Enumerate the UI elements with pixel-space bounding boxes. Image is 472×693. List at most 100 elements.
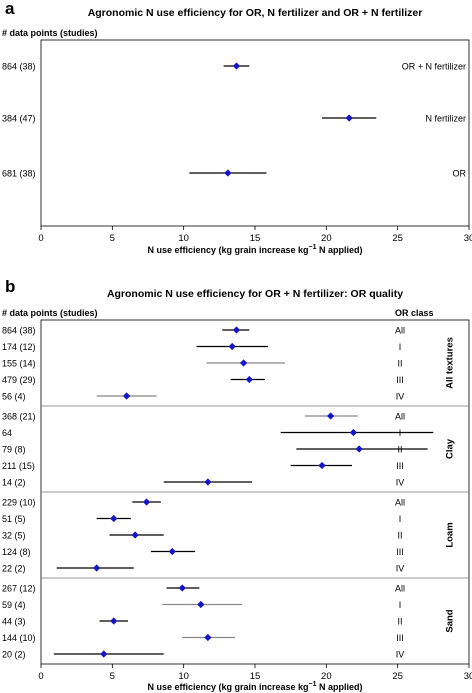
panel-b-title: Agronomic N use efficiency for OR + N fe… bbox=[107, 288, 403, 300]
panel-b-row-mean-marker bbox=[327, 412, 335, 420]
panel-b-row-mean-marker bbox=[197, 600, 205, 609]
panel-b-row-mean-marker bbox=[204, 633, 212, 642]
panel-b-row-mean-marker bbox=[100, 650, 108, 658]
panel-b-group: 229 (10) All 51 (5) I 32 (5) II 124 (8) III 22 (… bbox=[2, 491, 469, 574]
panel-b-group-label: Sand bbox=[445, 609, 456, 632]
panel-b-row-label: III bbox=[396, 375, 404, 385]
panel-b-group: 864 (38) All 174 (12) I 155 (14) II 479 (29) II… bbox=[2, 326, 456, 402]
panel-b-x-tick-label: 10 bbox=[178, 671, 189, 682]
panel-b-x-axis: 0 5 10 15 20 25 30 bbox=[38, 664, 472, 682]
panel-b-row-points-label: 211 (15) bbox=[2, 461, 35, 471]
panel-b-row-points-label: 174 (12) bbox=[2, 342, 36, 352]
panel-b-row-label: II bbox=[397, 531, 402, 541]
panel-b-row-label: III bbox=[396, 461, 404, 471]
panel-b-row-points-label: 124 (8) bbox=[2, 547, 31, 557]
panel-b-row-mean-marker bbox=[349, 428, 358, 437]
panel-b-row-points-label: 32 (5) bbox=[2, 531, 26, 541]
panel-b-row-mean-marker bbox=[123, 392, 131, 400]
panel-b-row-points-label: 479 (29) bbox=[2, 375, 36, 385]
panel-b-row-label: IV bbox=[396, 564, 405, 574]
panel-b-x-tick-label: 5 bbox=[110, 671, 115, 682]
panel-b-row-label: II bbox=[397, 617, 402, 627]
panel-b-row-mean-marker bbox=[131, 531, 139, 539]
panel-b-group-label: Clay bbox=[445, 438, 456, 459]
panel-a-series-label: OR + N fertilizer bbox=[402, 62, 466, 72]
panel-b-row-points-label: 64 bbox=[2, 428, 12, 438]
panel-a-series-points-label: 864 (38) bbox=[2, 62, 36, 72]
panel-b-row-points-label: 56 (4) bbox=[2, 392, 26, 402]
panel-a-x-tick-label: 25 bbox=[392, 233, 403, 244]
panel-a-series-mean-marker bbox=[232, 62, 241, 70]
panel-a-series-points-label: 681 (38) bbox=[2, 169, 36, 179]
panel-b-x-tick-label: 30 bbox=[464, 671, 472, 682]
panel-a-series: 864 (38) OR + N fertilizer 384 (47) N ferti… bbox=[2, 62, 467, 179]
panel-b-row-points-label: 144 (10) bbox=[2, 633, 36, 643]
panel-a-x-tick-label: 0 bbox=[38, 233, 43, 244]
panel-a-letter: a bbox=[5, 0, 15, 18]
panel-b-letter: b bbox=[5, 277, 15, 296]
panel-b-row-mean-marker bbox=[142, 498, 151, 506]
panel-b-x-tick-label: 25 bbox=[392, 671, 403, 682]
panel-b-row-mean-marker bbox=[110, 617, 118, 625]
panel-b-row-points-label: 59 (4) bbox=[2, 600, 26, 610]
panel-b-row-points-label: 229 (10) bbox=[2, 498, 36, 508]
panel-b-row-mean-marker bbox=[168, 547, 176, 556]
panel-b-row-label: IV bbox=[396, 650, 405, 660]
panel-b-x-tick-label: 0 bbox=[38, 671, 43, 682]
panel-b-row-label: I bbox=[399, 514, 402, 524]
panel-b-row-label: IV bbox=[396, 478, 405, 488]
panel-b-row-mean-marker bbox=[245, 375, 253, 384]
panel-b-row-mean-marker bbox=[318, 461, 326, 470]
panel-b-row-points-label: 155 (14) bbox=[2, 359, 36, 369]
panel-a-x-tick-label: 5 bbox=[110, 233, 115, 244]
panel-a-title: Agronomic N use efficiency for OR, N fer… bbox=[88, 7, 423, 19]
panel-a-x-tick-label: 15 bbox=[250, 233, 261, 244]
panel-b-row-label: I bbox=[399, 342, 402, 352]
panel-b-row-mean-marker bbox=[355, 445, 363, 453]
panel-b-row-label: All bbox=[395, 412, 405, 422]
panel-b-row-points-label: 79 (8) bbox=[2, 445, 26, 455]
panel-b-row-mean-marker bbox=[239, 359, 248, 367]
panel-a-series-points-label: 384 (47) bbox=[2, 114, 36, 124]
panel-b-x-label: N use efficiency (kg grain increase kg−1… bbox=[147, 681, 362, 692]
panel-b-group: 267 (12) All 59 (4) I 44 (3) II 144 (10) III 20 … bbox=[2, 577, 469, 660]
panel-a-x-tick-label: 20 bbox=[321, 233, 332, 244]
panel-b-row-label: All bbox=[395, 326, 405, 336]
panel-b-row-mean-marker bbox=[232, 326, 241, 334]
panel-b-group-label: Loam bbox=[445, 522, 456, 547]
panel-b-group-label: All textures bbox=[445, 337, 456, 389]
panel-b-row-label: II bbox=[397, 359, 402, 369]
panel-b-row-label: I bbox=[399, 428, 402, 438]
panel-b-row-label: II bbox=[397, 445, 402, 455]
panel-b-row-label: All bbox=[395, 584, 405, 594]
panel-b-row-label: I bbox=[399, 600, 402, 610]
panel-b-row-mean-marker bbox=[93, 564, 101, 572]
panel-a-x-axis: 0 5 10 15 20 25 30 bbox=[38, 226, 472, 244]
panel-b-row-mean-marker bbox=[228, 342, 236, 351]
panel-b-row-points-label: 20 (2) bbox=[2, 650, 26, 660]
panel-b-row-label: III bbox=[396, 633, 404, 643]
panel-a-x-tick-label: 10 bbox=[178, 233, 189, 244]
panel-b-row-label: III bbox=[396, 547, 404, 557]
panel-b-row-points-label: 44 (3) bbox=[2, 617, 26, 627]
panel-b-row-points-label: 864 (38) bbox=[2, 326, 36, 336]
panel-b-row-points-label: 368 (21) bbox=[2, 412, 36, 422]
panel-b-class-header: OR class bbox=[395, 308, 434, 318]
panel-b-row-points-label: 267 (12) bbox=[2, 584, 36, 594]
panel-a-series-mean-marker bbox=[345, 114, 353, 122]
panel-b-row-mean-marker bbox=[178, 584, 186, 592]
panel-b-row-points-label: 51 (5) bbox=[2, 514, 26, 524]
panel-a-series-mean-marker bbox=[224, 169, 232, 177]
panel-b-row-mean-marker bbox=[204, 478, 212, 486]
panel-b-x-tick-label: 15 bbox=[250, 671, 261, 682]
panel-a-x-tick-label: 30 bbox=[464, 233, 472, 244]
panel-b-x-tick-label: 20 bbox=[321, 671, 332, 682]
panel-a-x-label: N use efficiency (kg grain increase kg−1… bbox=[147, 244, 362, 255]
panel-b-row-points-label: 14 (2) bbox=[2, 478, 26, 488]
panel-a-series-label: N fertilizer bbox=[425, 114, 466, 124]
panel-b-row-mean-marker bbox=[110, 514, 118, 523]
panel-a-points-header: # data points (studies) bbox=[2, 28, 98, 38]
panel-b-points-header: # data points (studies) bbox=[2, 308, 98, 318]
